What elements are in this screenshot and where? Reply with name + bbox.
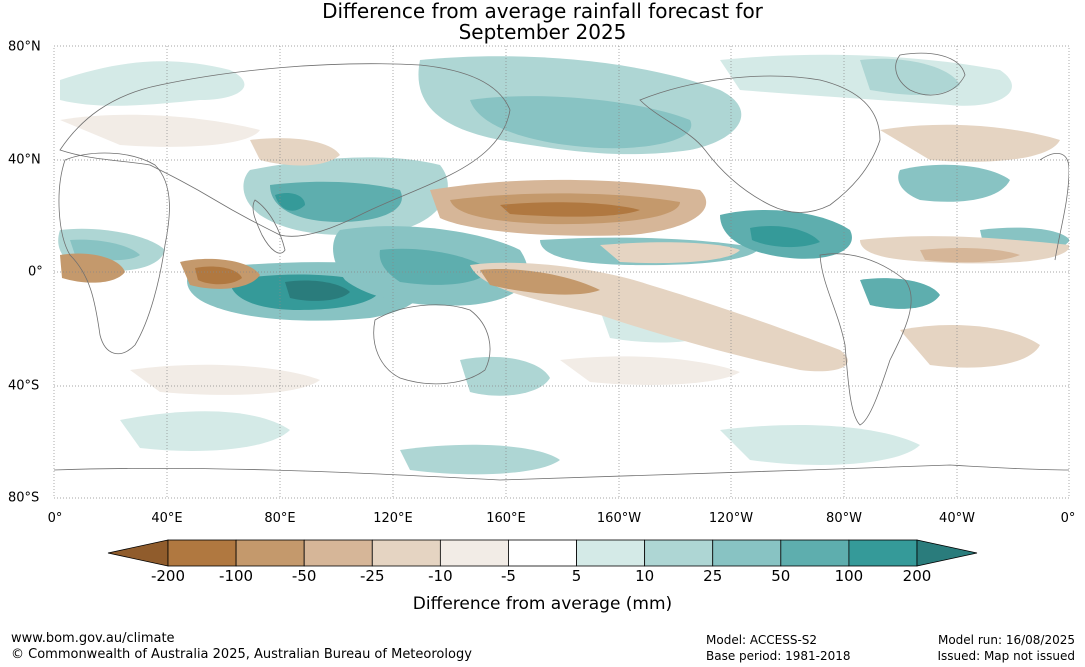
colorbar-swatches [107, 539, 978, 567]
colorbar-tick-label: 200 [902, 567, 932, 585]
colorbar-extend-low [107, 539, 169, 567]
lon-label-40w: 40°W [939, 511, 975, 526]
lat-label-40n: 40°N [8, 152, 41, 168]
map-frame [53, 45, 1070, 499]
colorbar-tick-label: 100 [834, 567, 864, 585]
europe-asia-outline [59, 63, 511, 237]
lon-label-0: 0° [47, 511, 63, 526]
colorbar-swatch [780, 539, 850, 567]
footer-issued: Issued: Map not issued [937, 649, 1075, 663]
map-title-line1: Difference from average rainfall forecas… [322, 0, 763, 23]
colorbar-swatch [371, 539, 441, 567]
lat-label-80s: 80°S [8, 490, 40, 506]
lon-label-160e: 160°E [486, 511, 526, 526]
colorbar [107, 539, 978, 567]
lon-label-160w: 160°W [596, 511, 642, 526]
colorbar-tick-label: -200 [150, 567, 186, 585]
lon-label-40e: 40°E [151, 511, 183, 526]
lon-label-120e: 120°E [373, 511, 413, 526]
colorbar-swatch [576, 539, 646, 567]
footer-model-run: Model run: 16/08/2025 [937, 633, 1075, 647]
lon-label-80w: 80°W [826, 511, 862, 526]
africa-outline [58, 152, 170, 355]
footer-base-period: Base period: 1981-2018 [706, 649, 851, 663]
colorbar-tick-label: -10 [428, 567, 453, 585]
map-title-line2: September 2025 [458, 20, 627, 44]
continent-outlines [54, 52, 1069, 481]
colorbar-swatch [508, 539, 577, 567]
colorbar-swatch [303, 539, 373, 567]
footer-copyright: © Commonwealth of Australia 2025, Austra… [11, 647, 472, 662]
australia-outline [373, 304, 491, 385]
lon-label-120w: 120°W [708, 511, 754, 526]
colorbar-tick-label: -25 [360, 567, 385, 585]
colorbar-tick-label: -5 [500, 567, 516, 585]
colorbar-swatch [167, 539, 237, 567]
lat-label-equator: 0° [28, 264, 43, 280]
colorbar-tick-label: -50 [291, 567, 317, 585]
colorbar-swatch [235, 539, 305, 567]
dry-anomaly-regions [60, 114, 1069, 395]
lat-label-80n: 80°N [8, 39, 41, 55]
colorbar-tick-label: 5 [571, 567, 582, 585]
footer-url: www.bom.gov.au/climate [11, 631, 175, 646]
india-outline [252, 199, 286, 254]
colorbar-swatch [439, 539, 509, 567]
north-america-outline [639, 75, 881, 213]
lon-label-80e: 80°E [264, 511, 296, 526]
colorbar-tick-label: 50 [771, 567, 791, 585]
colorbar-tick-label: -100 [219, 567, 254, 585]
lat-label-40s: 40°S [8, 378, 40, 394]
colorbar-label: Difference from average (mm) [412, 594, 673, 614]
colorbar-tick-label: 25 [703, 567, 723, 585]
south-america-outline [819, 253, 912, 426]
colorbar-tick-label: 10 [635, 567, 655, 585]
graticule [54, 46, 1069, 498]
antarctica-outline [54, 464, 1069, 481]
colorbar-swatch [712, 539, 782, 567]
greenland-outline [895, 52, 966, 96]
colorbar-swatch [848, 539, 918, 567]
rainfall-anomaly-map [53, 45, 1070, 499]
footer-model: Model: ACCESS-S2 [706, 633, 818, 647]
lon-label-0-east: 0° [1060, 511, 1076, 526]
colorbar-extend-high [916, 539, 978, 567]
colorbar-swatch [644, 539, 714, 567]
